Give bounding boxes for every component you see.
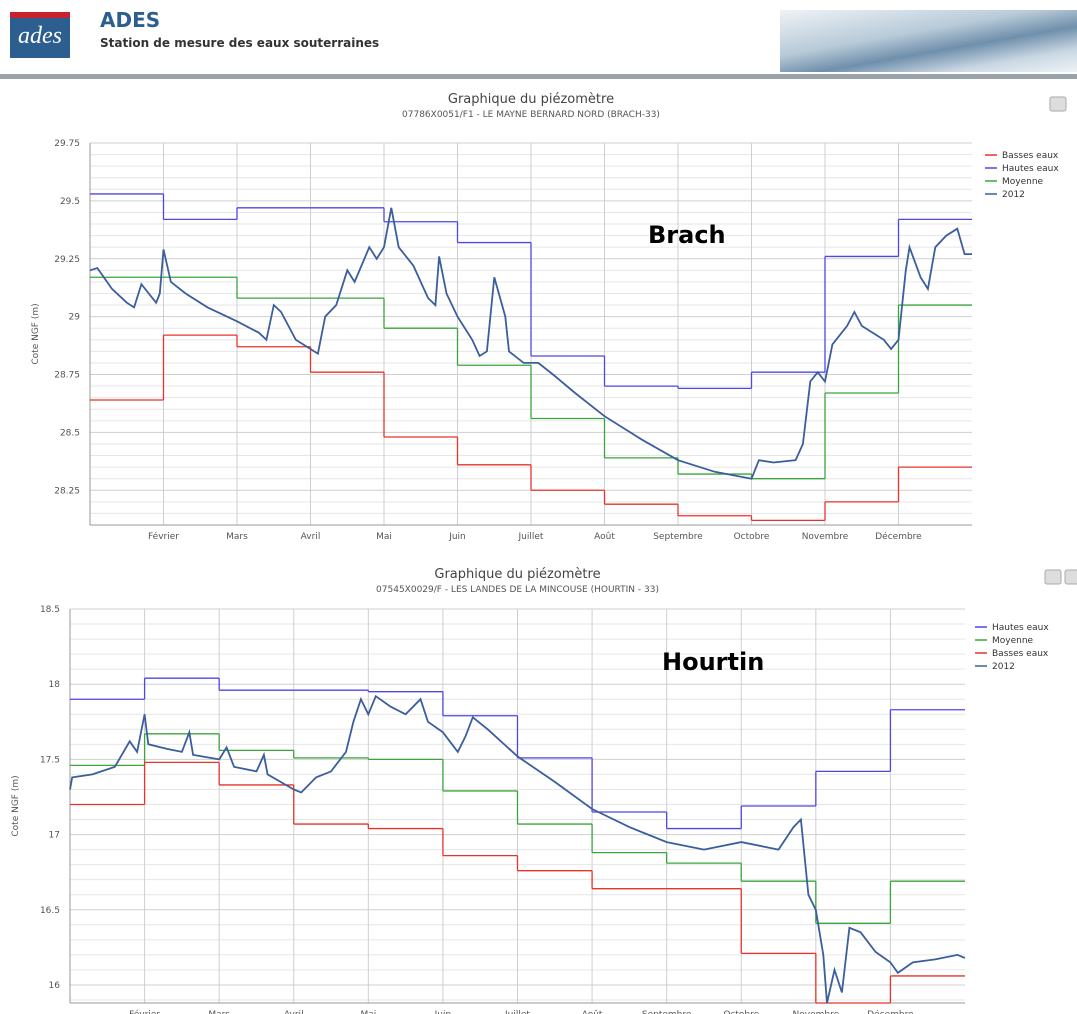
y-axis-label: Cote NGF (m) [31, 303, 41, 364]
legend-label: 2012 [992, 662, 1015, 672]
x-tick-label: Septembre [653, 532, 703, 542]
legend-label: Hautes eaux [992, 623, 1049, 633]
annotation: Brach [648, 221, 726, 249]
x-tick-label: Juillet [504, 1010, 530, 1014]
chart-subtitle: 07786X0051/F1 - LE MAYNE BERNARD NORD (B… [402, 110, 660, 120]
x-tick-label: Octobre [723, 1010, 759, 1014]
chart: Graphique du piézomètre 07786X0051/F1 - L… [31, 92, 1067, 542]
x-tick-label: Novembre [793, 1010, 840, 1014]
x-tick-label: Octobre [734, 532, 770, 542]
y-tick-label: 17 [49, 831, 60, 841]
x-tick-label: Avril [284, 1010, 304, 1014]
y-tick-label: 29.75 [54, 139, 80, 149]
data-line [89, 207, 972, 480]
chart: Graphique du piézomètre 07545X0029/F - LE… [11, 567, 1077, 1014]
data-line [69, 694, 966, 1004]
legend-label: Moyenne [992, 636, 1034, 646]
x-tick-label: Juin [434, 1010, 452, 1014]
legend-label: Basses eaux [992, 649, 1049, 659]
annotation: Hourtin [662, 648, 764, 676]
export-button[interactable] [1064, 569, 1077, 585]
legend-label: Moyenne [1002, 177, 1044, 187]
x-tick-label: Février [148, 531, 179, 542]
y-tick-label: 28.25 [54, 486, 80, 496]
header: ades ADES Station de mesure des eaux sou… [0, 0, 1077, 80]
legend: Basses eaux Hautes eaux Moyenne 2012 [985, 151, 1059, 200]
site-title: ADES [100, 8, 161, 32]
y-axis-label: Cote NGF (m) [11, 775, 21, 836]
x-tick-label: Juin [448, 532, 466, 542]
chart-title: Graphique du piézomètre [434, 567, 600, 582]
x-tick-label: Août [594, 532, 615, 542]
x-tick-label: Septembre [642, 1010, 692, 1014]
print-button[interactable] [1044, 569, 1062, 585]
y-tick-label: 28.75 [54, 371, 80, 381]
x-tick-label: Avril [301, 532, 321, 542]
legend-label: Hautes eaux [1002, 164, 1059, 174]
y-tick-label: 16 [49, 981, 61, 991]
legend-label: 2012 [1002, 190, 1025, 200]
chart-subtitle: 07545X0029/F - LES LANDES DE LA MINCOUSE… [376, 585, 659, 595]
y-tick-label: 29 [69, 313, 81, 323]
legend: Hautes eaux Moyenne Basses eaux 2012 [975, 623, 1049, 672]
chart-title: Graphique du piézomètre [448, 92, 614, 107]
y-tick-label: 18.5 [40, 605, 60, 615]
y-tick-label: 16.5 [40, 906, 60, 916]
x-tick-label: Novembre [802, 532, 849, 542]
x-tick-label: Août [582, 1010, 603, 1014]
x-tick-label: Février [129, 1009, 160, 1014]
y-tick-label: 17.5 [40, 755, 60, 765]
y-tick-label: 28.5 [60, 428, 80, 438]
site-subtitle: Station de mesure des eaux souterraines [100, 36, 380, 50]
x-tick-label: Mars [208, 1010, 230, 1014]
y-tick-label: 18 [49, 680, 61, 690]
y-tick-label: 29.25 [54, 255, 80, 265]
x-tick-label: Décembre [875, 531, 922, 542]
legend-label: Basses eaux [1002, 151, 1059, 161]
x-tick-label: Mai [376, 532, 392, 542]
logo[interactable]: ades [10, 12, 70, 58]
y-tick-label: 29.5 [60, 197, 80, 207]
print-button[interactable] [1049, 96, 1067, 112]
x-tick-label: Décembre [867, 1009, 914, 1014]
banner-image [780, 10, 1077, 72]
header-bar [0, 74, 1077, 79]
x-tick-label: Juillet [518, 532, 544, 542]
x-tick-label: Mai [360, 1010, 376, 1014]
x-tick-label: Mars [226, 532, 248, 542]
